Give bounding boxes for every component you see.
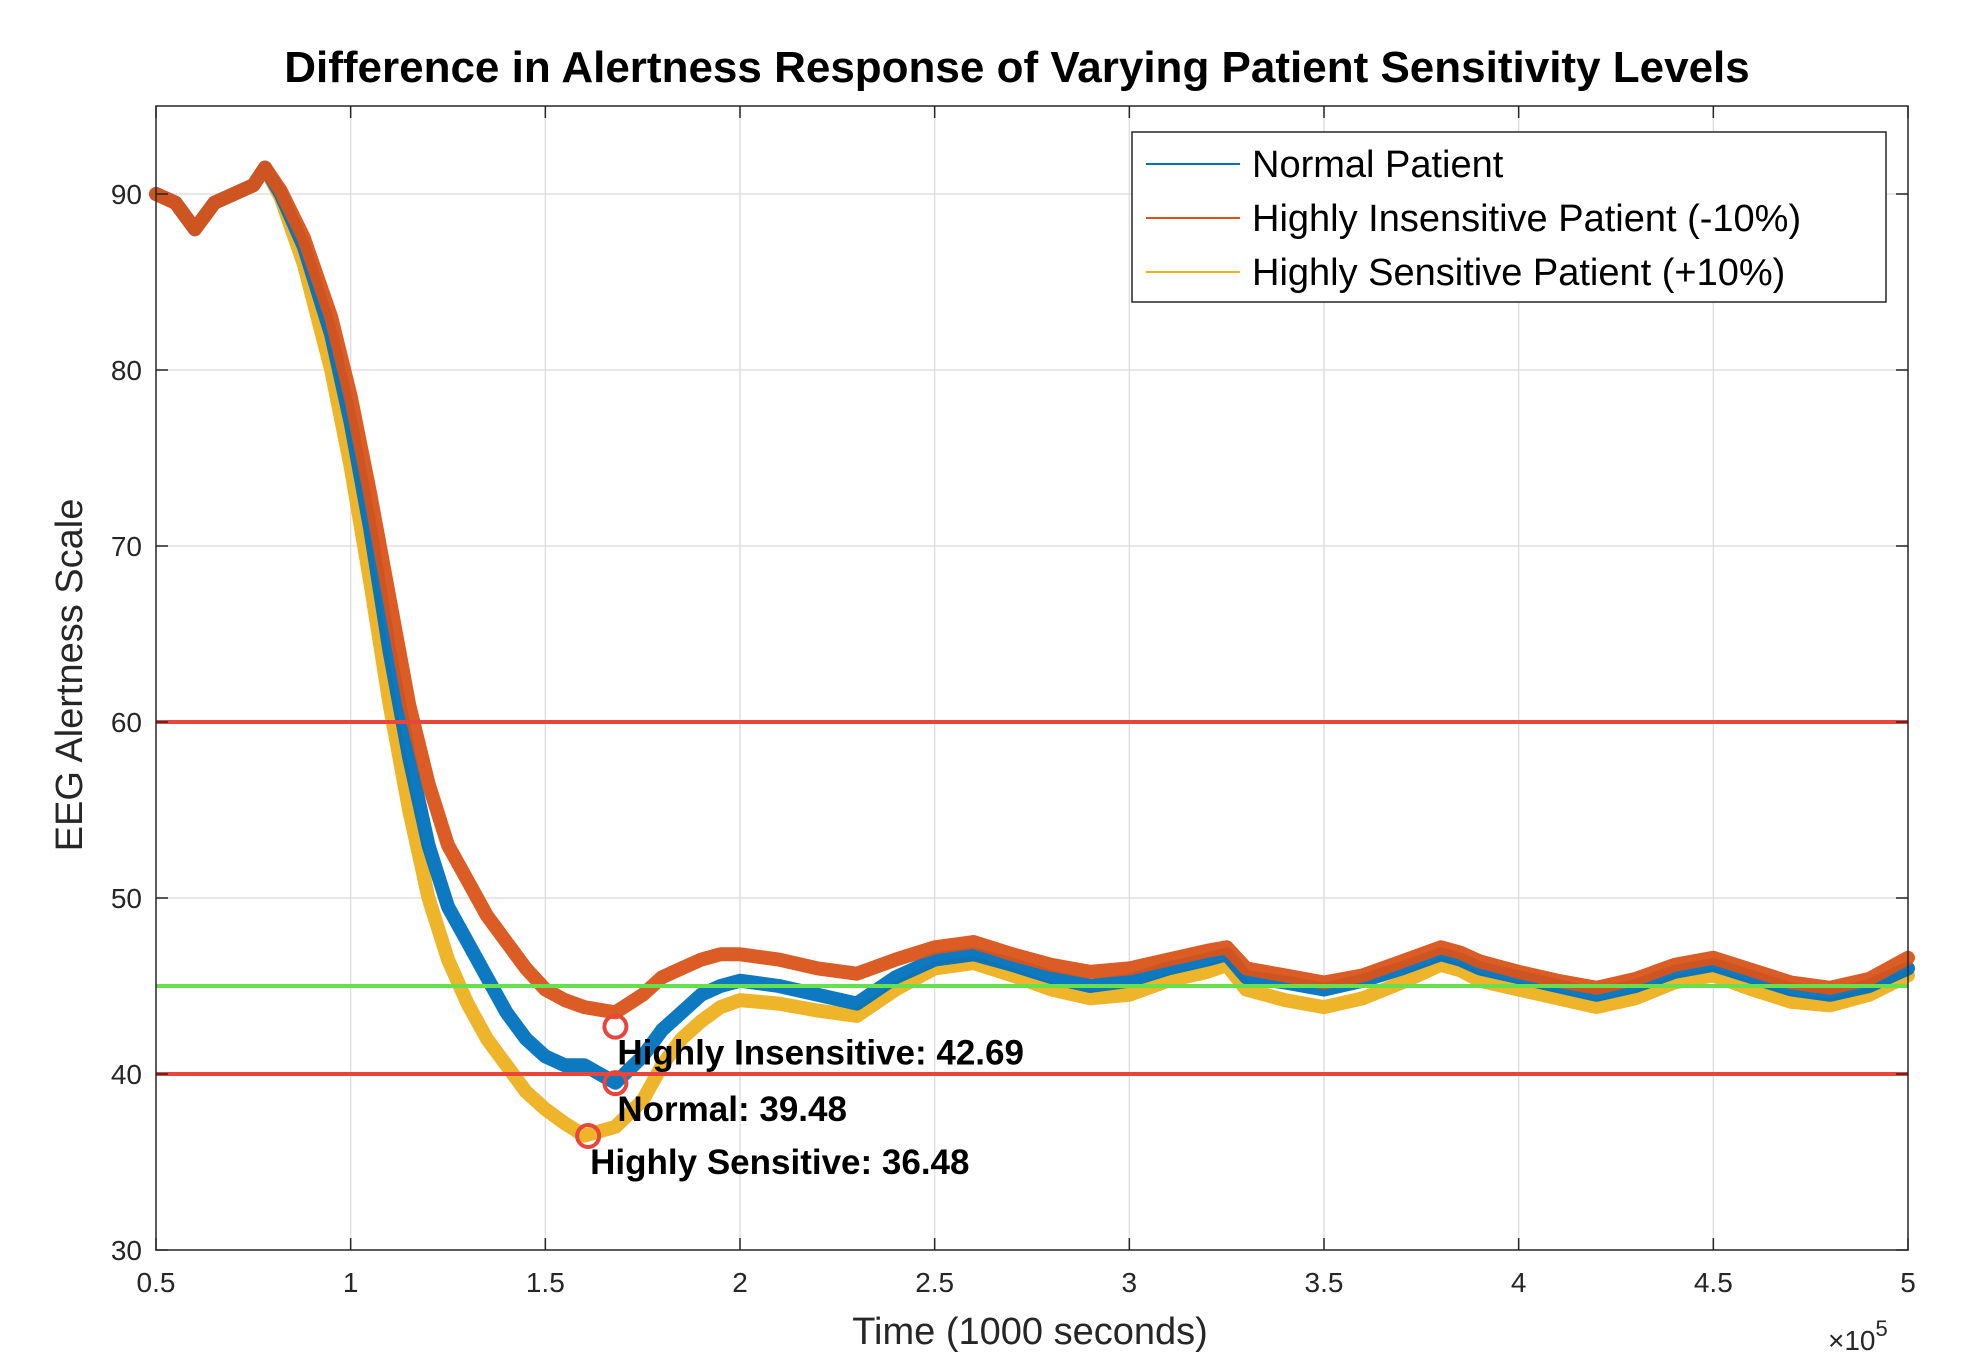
reference-lines — [156, 720, 1908, 1076]
series-line — [149, 160, 1915, 1020]
x-tick-label: 0.5 — [137, 1267, 176, 1298]
legend-box — [1131, 131, 1887, 303]
annotation-marker — [575, 1122, 602, 1149]
x-tick-label: 3.5 — [1305, 1267, 1344, 1298]
x-tick-label: 5 — [1900, 1267, 1916, 1298]
y-tick-label: 40 — [111, 1059, 142, 1090]
axes-box — [155, 105, 1909, 1251]
y-tick-label: 30 — [111, 1235, 142, 1266]
x-multiplier-base: ×10 — [1828, 1325, 1876, 1356]
annotation-marker — [602, 1013, 629, 1040]
annotation-label: Highly Insensitive: 42.69 — [617, 1034, 1024, 1073]
y-tick-label: 70 — [111, 531, 142, 562]
annotation-marker — [602, 1070, 629, 1097]
chart-title: Difference in Alertness Response of Vary… — [284, 43, 1750, 92]
x-tick-label: 1.5 — [526, 1267, 565, 1298]
legend: Normal Patient Highly Insensitive Patient… — [1131, 131, 1887, 303]
legend-entry: Highly Sensitive Patient (+10%) — [1252, 252, 1785, 294]
annotation-label: Highly Sensitive: 36.48 — [590, 1143, 969, 1182]
y-tick-label: 80 — [111, 355, 142, 386]
x-tick-label: 3 — [1122, 1267, 1138, 1298]
legend-entry: Normal Patient — [1252, 144, 1504, 186]
x-axis-label: Time (1000 seconds) — [852, 1311, 1208, 1353]
y-tick-label: 60 — [111, 707, 142, 738]
series-line — [149, 160, 1915, 1143]
annotation-label: Normal: 39.48 — [617, 1090, 847, 1129]
x-tick-label: 4 — [1511, 1267, 1527, 1298]
x-tick-label: 2 — [732, 1267, 748, 1298]
y-tick-label: 90 — [111, 179, 142, 210]
axes: 0.5 1 1.5 2 2.5 3 3.5 4 4.5 5 30 40 50 60 70 80 90 — [111, 105, 1916, 1298]
x-multiplier-label: ×105 — [1828, 1316, 1888, 1356]
x-tick-label: 2.5 — [915, 1267, 954, 1298]
x-tick-label: 1 — [343, 1267, 359, 1298]
y-axis-label: EEG Alertness Scale — [49, 499, 91, 852]
y-tick-label: 50 — [111, 883, 142, 914]
x-tick-label: 4.5 — [1694, 1267, 1733, 1298]
legend-entry: Highly Insensitive Patient (-10%) — [1252, 198, 1801, 240]
annotation-markers: Highly Insensitive: 42.69 Normal: 39.48 Hi… — [575, 1013, 1024, 1182]
x-multiplier-exponent: 5 — [1876, 1316, 1888, 1341]
series-layer — [149, 160, 1915, 1143]
